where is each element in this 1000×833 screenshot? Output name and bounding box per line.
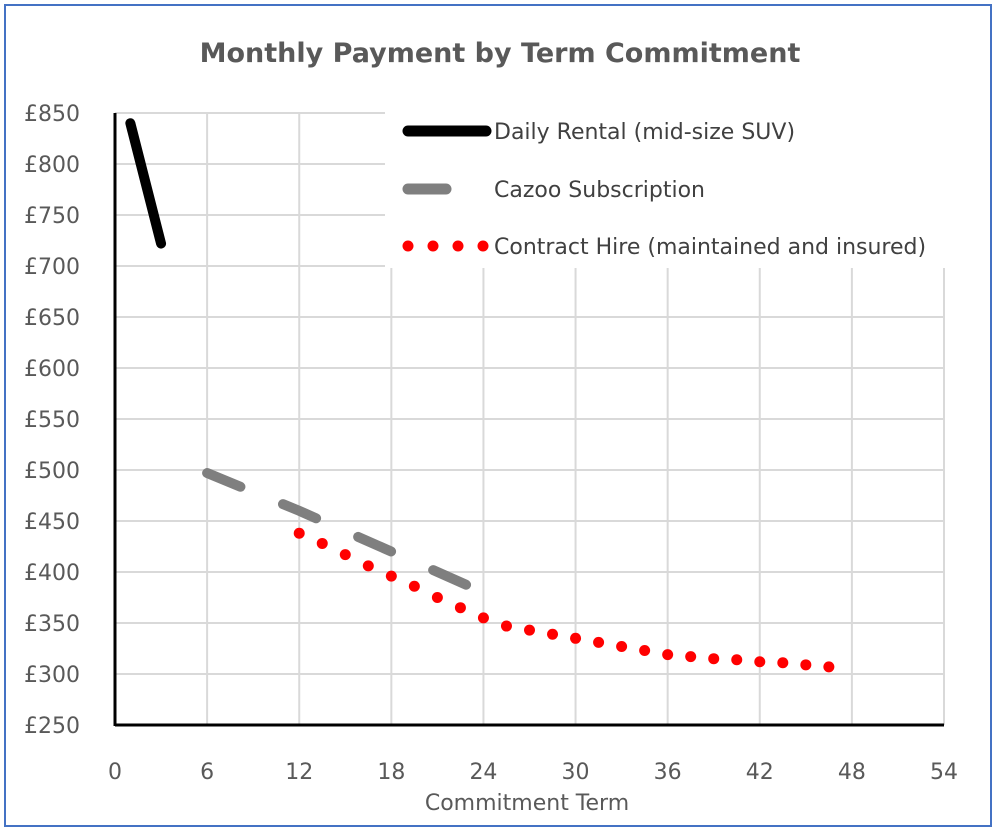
data-point-contract-hire [339, 549, 351, 561]
series-line-daily-rental [125, 118, 167, 249]
data-point-contract-hire [293, 527, 305, 539]
x-tick-label: 30 [562, 760, 590, 785]
data-point-contract-hire [316, 537, 328, 549]
y-tick-label: £400 [24, 561, 80, 586]
x-tick-label: 36 [654, 760, 682, 785]
data-point-contract-hire [731, 654, 743, 666]
data-point-contract-hire [754, 656, 766, 668]
x-axis-tick-labels: 0 6 12 18 24 30 36 42 48 54 [108, 760, 958, 785]
x-tick-label: 18 [377, 760, 405, 785]
y-tick-label: £450 [24, 510, 80, 535]
data-point-contract-hire [800, 659, 812, 671]
y-tick-label: £250 [24, 714, 80, 739]
y-tick-label: £850 [24, 102, 80, 127]
data-point-contract-hire [454, 602, 466, 614]
data-point-contract-hire [593, 636, 605, 648]
data-point-contract-hire [685, 651, 697, 663]
y-tick-label: £500 [24, 459, 80, 484]
data-point-contract-hire [385, 570, 397, 582]
data-point-contract-hire [477, 612, 489, 624]
x-axis-title: Commitment Term [425, 791, 629, 816]
x-tick-label: 24 [469, 760, 497, 785]
series-line-cazoo-subscription [202, 468, 489, 598]
x-tick-label: 12 [285, 760, 313, 785]
y-axis-tick-labels: £250 £300 £350 £400 £450 £500 £550 £600 £650 £700… [24, 102, 80, 739]
legend-label: Contract Hire (maintained and insured) [494, 235, 926, 260]
data-point-contract-hire [524, 624, 535, 636]
y-tick-label: £600 [24, 357, 80, 382]
data-point-contract-hire [408, 580, 420, 592]
data-point-contract-hire [500, 620, 512, 632]
y-tick-label: £650 [24, 306, 80, 331]
y-tick-label: £550 [24, 408, 80, 433]
legend: Daily Rental (mid-size SUV) Cazoo Subscri… [402, 120, 926, 260]
y-tick-label: £350 [24, 612, 80, 637]
data-point-contract-hire [639, 645, 651, 657]
legend-swatch-contract-hire-dot [402, 240, 414, 252]
y-tick-label: £750 [24, 204, 80, 229]
data-point-contract-hire [547, 628, 559, 640]
x-tick-label: 54 [930, 760, 958, 785]
data-point-contract-hire [708, 653, 720, 665]
legend-label: Cazoo Subscription [494, 178, 705, 203]
data-point-contract-hire [777, 657, 789, 669]
legend-swatch-contract-hire-dot [477, 240, 489, 252]
data-point-contract-hire [431, 592, 443, 603]
legend-label: Daily Rental (mid-size SUV) [494, 120, 795, 145]
x-tick-label: 42 [746, 760, 774, 785]
x-tick-label: 6 [200, 760, 214, 785]
x-tick-label: 0 [108, 760, 122, 785]
y-tick-label: £700 [24, 255, 80, 280]
series-group [125, 118, 835, 673]
data-point-contract-hire [362, 560, 374, 572]
y-tick-label: £300 [24, 663, 80, 688]
data-point-contract-hire [823, 661, 835, 673]
y-tick-label: £800 [24, 153, 80, 178]
data-point-contract-hire [662, 649, 674, 661]
legend-swatch-contract-hire-dot [427, 240, 439, 252]
data-point-contract-hire [616, 640, 628, 652]
chart-title: Monthly Payment by Term Commitment [200, 38, 801, 69]
legend-swatch-contract-hire-dot [452, 240, 464, 252]
x-tick-label: 48 [838, 760, 866, 785]
data-point-contract-hire [570, 632, 582, 644]
